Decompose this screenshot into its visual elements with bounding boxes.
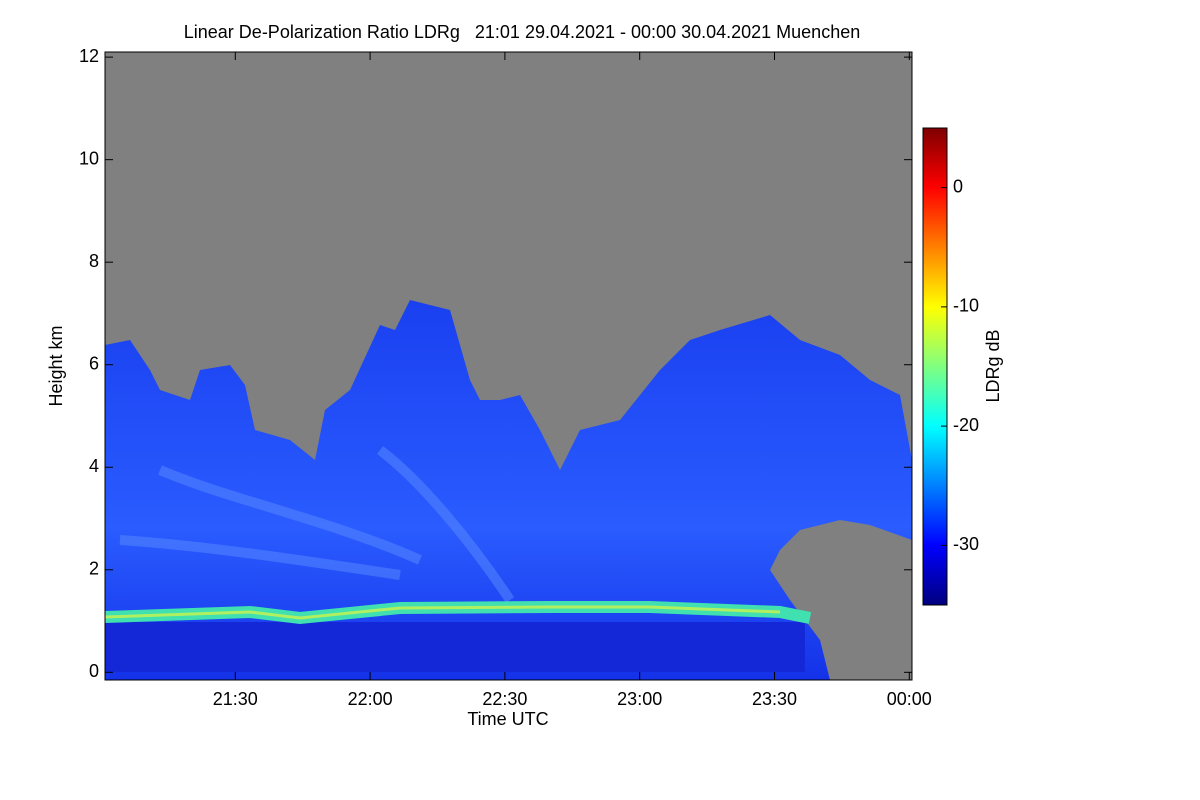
x-axis-label: Time UTC bbox=[467, 709, 548, 729]
chart-title: Linear De-Polarization Ratio LDRg 21:01 … bbox=[184, 22, 860, 42]
y-tick-label: 2 bbox=[89, 559, 99, 579]
x-tick-label: 23:00 bbox=[617, 689, 662, 709]
boundary-layer bbox=[105, 622, 805, 672]
y-tick-label: 6 bbox=[89, 353, 99, 373]
x-tick-label: 00:00 bbox=[887, 689, 932, 709]
x-tick-label: 23:30 bbox=[752, 689, 797, 709]
colorbar-tick-label: 0 bbox=[953, 176, 963, 196]
cloud-streaks bbox=[119, 446, 515, 603]
x-tick-label: 22:30 bbox=[482, 689, 527, 709]
y-tick-label: 4 bbox=[89, 456, 99, 476]
x-tick-label: 21:30 bbox=[213, 689, 258, 709]
y-axis-label: Height km bbox=[46, 325, 66, 406]
lidar-image bbox=[105, 300, 912, 680]
y-tick-label: 12 bbox=[79, 46, 99, 66]
plot-frame bbox=[104, 51, 913, 681]
colorbar bbox=[922, 127, 948, 606]
colorbar-tick-label: -30 bbox=[953, 534, 979, 554]
aerosol-band-core bbox=[105, 605, 781, 620]
colorbar-tick-label: -10 bbox=[953, 296, 979, 316]
y-tick-label: 10 bbox=[79, 148, 99, 168]
x-tick-label: 22:00 bbox=[348, 689, 393, 709]
colorbar-label: LDRg dB bbox=[983, 329, 1003, 402]
y-tick-label: 0 bbox=[89, 661, 99, 681]
colorbar-tick-label: -20 bbox=[953, 415, 979, 435]
y-tick-label: 8 bbox=[89, 251, 99, 271]
cloud-region bbox=[105, 300, 912, 680]
